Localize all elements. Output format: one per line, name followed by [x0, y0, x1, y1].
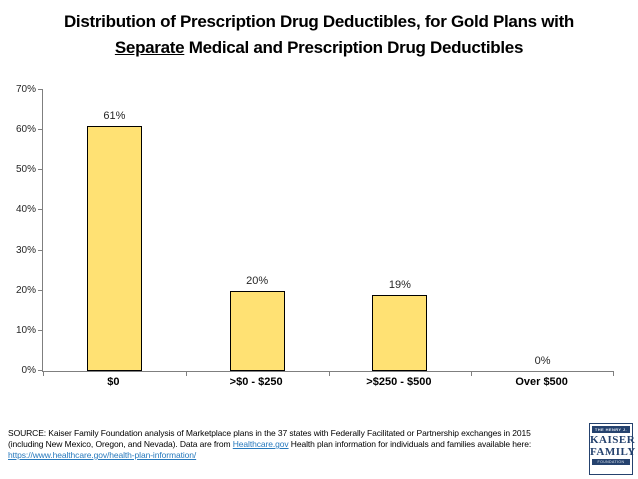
x-tick-mark [471, 371, 473, 376]
x-category-label: >$0 - $250 [229, 376, 283, 388]
source-note: SOURCE: Kaiser Family Foundation analysi… [8, 428, 586, 461]
y-tick-mark [38, 89, 43, 90]
x-tick-mark [328, 371, 330, 376]
logo-foundation-text: FOUNDATION [592, 459, 630, 465]
bar [229, 291, 285, 371]
bar [372, 295, 428, 371]
logo-kaiser-text: KAISER [590, 434, 636, 446]
chart-title-line2: Separate Medical and Prescription Drug D… [0, 35, 638, 61]
chart-title-line1: Distribution of Prescription Drug Deduct… [63, 12, 575, 31]
bar-value-label: 20% [246, 275, 269, 287]
y-tick-mark [38, 249, 43, 251]
bar-value-label: 19% [388, 279, 411, 291]
y-tick-mark [38, 289, 43, 291]
y-tick-label: 40% [15, 204, 36, 216]
source-line2-text: (including New Mexico, Oregon, and Nevad… [8, 439, 233, 449]
y-tick-label: 30% [15, 244, 36, 256]
logo-top-text: THE HENRY J. [592, 426, 630, 433]
health-plan-information-url-link[interactable]: https://www.healthcare.gov/health-plan-i… [8, 450, 197, 460]
chart-title-line2-rest: Medical and Prescription Drug Deductible… [184, 38, 524, 57]
y-tick-label: 20% [15, 284, 36, 296]
bar [86, 126, 142, 371]
y-tick-label: 60% [15, 124, 36, 136]
y-tick-mark [38, 329, 43, 331]
y-tick-mark [38, 169, 43, 171]
chart-title-underlined-word: Separate [114, 38, 185, 57]
kaiser-family-foundation-logo: THE HENRY J. KAISER FAMILY FOUNDATION [589, 423, 636, 475]
x-tick-mark [185, 371, 187, 376]
healthcare-gov-link[interactable]: Healthcare.gov [232, 439, 289, 449]
x-category-label: >$250 - $500 [366, 376, 432, 388]
bar-value-label: 61% [103, 110, 126, 122]
source-line-1: SOURCE: Kaiser Family Foundation analysi… [8, 428, 531, 438]
x-category-label: $0 [107, 376, 120, 388]
source-line2-text-after: Health plan information for individuals … [288, 439, 532, 449]
source-line-2: (including New Mexico, Oregon, and Nevad… [8, 439, 586, 450]
y-axis-labels: 0% 10% 20% 30% 40% 50% 60% 70% [0, 84, 36, 376]
y-tick-mark [38, 129, 43, 131]
plot-area: 61% 20% 19% 0% [38, 89, 614, 376]
y-tick-label: 50% [15, 164, 36, 176]
source-line-3: https://www.healthcare.gov/health-plan-i… [8, 450, 586, 461]
y-tick-mark [38, 370, 43, 371]
y-tick-label: 70% [15, 84, 36, 95]
y-tick-label: 10% [15, 324, 36, 336]
logo-family-text: FAMILY [590, 446, 636, 458]
x-tick-mark [613, 371, 614, 376]
x-axis-labels: $0 >$0 - $250 >$250 - $500 Over $500 [42, 376, 613, 391]
chart-title: Distribution of Prescription Drug Deduct… [0, 9, 638, 61]
y-tick-mark [38, 209, 43, 211]
x-tick-mark [43, 371, 44, 376]
bar-value-label: 0% [534, 355, 551, 367]
x-category-label: Over $500 [515, 376, 568, 388]
y-tick-label: 0% [21, 365, 36, 376]
